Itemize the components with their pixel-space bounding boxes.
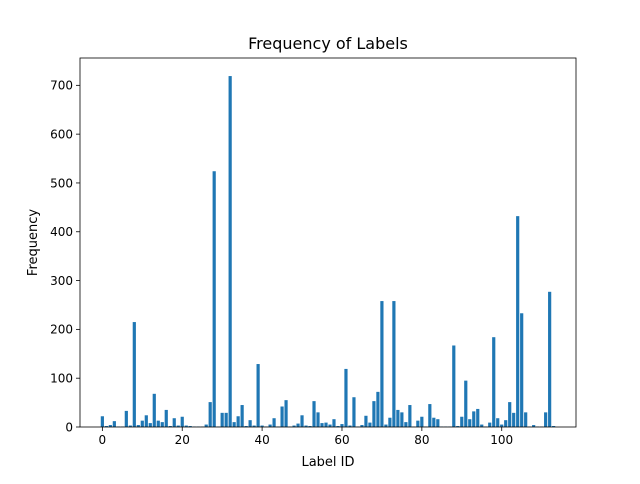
bar [452, 345, 455, 427]
bar [380, 301, 383, 427]
bar [213, 171, 216, 427]
bar [125, 411, 128, 427]
bar [241, 405, 244, 427]
bar [145, 415, 148, 427]
bar [460, 417, 463, 427]
bar [181, 417, 184, 427]
bar [300, 415, 303, 427]
bar [392, 301, 395, 427]
bar [153, 394, 156, 427]
bar [428, 404, 431, 427]
bar [388, 418, 391, 427]
bar [396, 410, 399, 427]
bar [257, 364, 260, 427]
bar [496, 418, 499, 427]
bar [225, 413, 228, 427]
bar [141, 421, 144, 427]
bar [173, 418, 176, 427]
bar [516, 216, 519, 427]
y-tick-label: 700 [50, 79, 73, 93]
y-tick-label: 600 [50, 127, 73, 141]
bar [492, 337, 495, 427]
y-tick-label: 500 [50, 176, 73, 190]
bar [233, 422, 236, 427]
bar [468, 419, 471, 427]
x-tick-label: 80 [414, 433, 429, 447]
bar [296, 424, 299, 427]
bar [544, 412, 547, 427]
bar [113, 421, 116, 427]
bar [284, 400, 287, 427]
bar [249, 420, 252, 427]
x-tick-label: 20 [175, 433, 190, 447]
y-tick-label: 0 [65, 420, 73, 434]
bar [508, 402, 511, 427]
y-tick-label: 300 [50, 274, 73, 288]
bar [332, 419, 335, 427]
bar [316, 412, 319, 427]
y-tick-label: 400 [50, 225, 73, 239]
bar [101, 416, 104, 427]
bar [209, 402, 212, 427]
x-tick-label: 100 [490, 433, 513, 447]
bar [548, 292, 551, 427]
bar [476, 409, 479, 427]
bar [432, 418, 435, 427]
bar [404, 422, 407, 427]
bar [344, 369, 347, 427]
x-axis-label: Label ID [301, 455, 354, 470]
bar [472, 411, 475, 427]
bar [280, 407, 283, 428]
bar [229, 76, 232, 427]
bar [340, 424, 343, 427]
bar [312, 401, 315, 427]
bar [520, 313, 523, 427]
bar [364, 416, 367, 427]
bar [488, 423, 491, 427]
bar [237, 416, 240, 427]
y-axis-label: Frequency [26, 209, 41, 276]
bar [524, 412, 527, 427]
bar [368, 423, 371, 427]
bar [149, 423, 152, 427]
bar [352, 397, 355, 427]
chart-title: Frequency of Labels [248, 34, 408, 53]
bar [372, 401, 375, 427]
bar [408, 405, 411, 427]
bar [400, 412, 403, 427]
x-tick-label: 60 [334, 433, 349, 447]
bar [133, 322, 136, 427]
bar [221, 413, 224, 427]
bar [376, 392, 379, 427]
y-tick-label: 200 [50, 323, 73, 337]
x-tick-label: 0 [99, 433, 107, 447]
plot-area [80, 58, 576, 427]
bar [165, 410, 168, 427]
bar [416, 421, 419, 427]
bar [161, 422, 164, 427]
bar [436, 419, 439, 427]
bar [324, 423, 327, 427]
bar [464, 381, 467, 427]
bar [320, 423, 323, 427]
bar [504, 420, 507, 427]
bar [157, 421, 160, 427]
x-tick-label: 40 [254, 433, 269, 447]
bar [512, 413, 515, 427]
bar [420, 417, 423, 427]
y-tick-label: 100 [50, 371, 73, 385]
bar [272, 418, 275, 427]
